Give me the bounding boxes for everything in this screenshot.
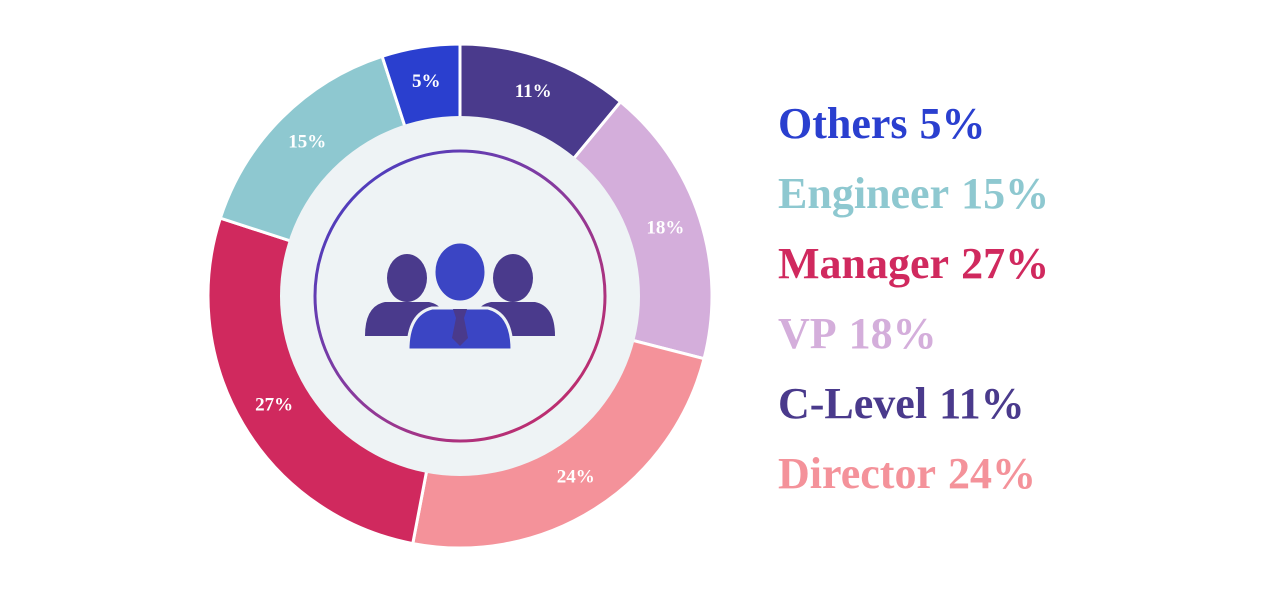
legend-name: Director	[778, 449, 936, 498]
legend-entry: Others 5%	[778, 99, 986, 148]
legend-value: 24%	[948, 449, 1036, 498]
donut: 11% 18% 24% 27% 15% 5%	[206, 42, 714, 550]
legend-entry: Manager 27%	[778, 239, 1049, 288]
legend-value: 15%	[961, 169, 1049, 218]
data-label: 18%	[646, 218, 684, 239]
legend-entry: Engineer 15%	[778, 169, 1049, 218]
data-label: 15%	[288, 132, 326, 153]
legend-entry: Director 24%	[778, 449, 1036, 498]
legend-entry: C-Level 11%	[778, 379, 1025, 428]
legend-name: C-Level	[778, 379, 927, 428]
legend-name: Engineer	[778, 169, 949, 218]
legend-value: 18%	[849, 309, 937, 358]
data-label: 5%	[412, 71, 441, 92]
legend-name: Manager	[778, 239, 949, 288]
legend-name: Others	[778, 99, 908, 148]
legend-value: 11%	[939, 379, 1025, 428]
inner-ring	[313, 149, 607, 443]
data-label: 24%	[557, 467, 595, 488]
legend-value: 5%	[920, 99, 986, 148]
legend-value: 27%	[961, 239, 1049, 288]
legend-name: VP	[778, 309, 837, 358]
data-label: 27%	[255, 394, 293, 415]
legend: Others 5%Engineer 15%Manager 27%VP 18%C-Leve…	[778, 99, 1049, 498]
data-label: 11%	[515, 81, 552, 102]
legend-entry: VP 18%	[778, 309, 937, 358]
people-icon	[365, 240, 555, 352]
